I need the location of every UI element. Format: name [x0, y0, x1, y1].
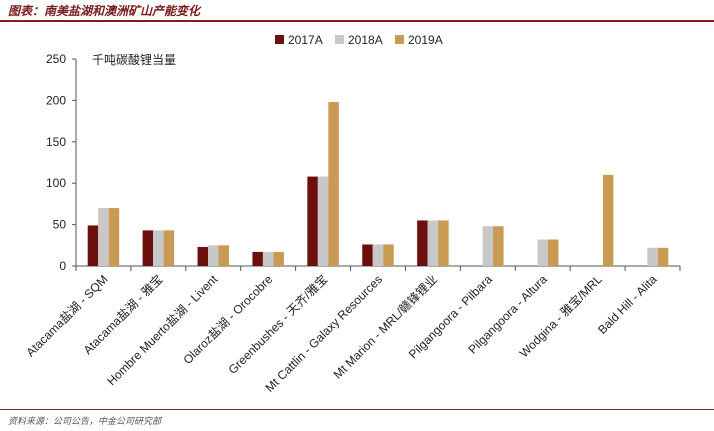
y-tick-label: 0: [59, 259, 66, 273]
y-tick-label: 100: [46, 176, 66, 190]
bar-2018A-4: [317, 176, 329, 266]
x-tick-label: Mt Cattlin - Galaxy Resources: [263, 272, 386, 395]
y-tick-label: 200: [46, 93, 66, 107]
x-tick-label: Greenbushes - 天齐/雅宝: [225, 272, 330, 377]
legend-label-2017A: 2017A: [288, 33, 323, 47]
x-tick-label: Bald Hill - Alita: [595, 272, 660, 337]
legend-label-2019A: 2019A: [408, 33, 443, 47]
bar-2019A-0: [108, 208, 120, 266]
bar-2017A-4: [307, 176, 318, 266]
bar-2019A-2: [218, 245, 230, 266]
bar-2018A-5: [372, 244, 384, 266]
chart-legend: 2017A 2018A 2019A: [275, 33, 443, 47]
y-axis-label: 千吨碳酸锂当量: [92, 52, 176, 67]
y-tick-label: 150: [46, 135, 66, 149]
bar-2018A-3: [262, 251, 274, 266]
bar-2018A-7: [482, 226, 494, 266]
bar-2018A-6: [427, 220, 439, 266]
bar-2019A-6: [438, 220, 449, 266]
bar-2017A-5: [362, 244, 373, 266]
chart-axes: 0 50 100 150 200 250: [46, 52, 681, 273]
bar-2019A-1: [163, 230, 175, 266]
bar-2018A-2: [208, 245, 219, 266]
bar-2017A-0: [87, 225, 99, 266]
y-tick-label: 250: [46, 52, 66, 66]
bar-2019A-9: [602, 174, 614, 266]
bar-2019A-3: [273, 251, 284, 266]
bar-2018A-0: [98, 208, 109, 266]
bar-2018A-10: [647, 247, 658, 266]
bar-2019A-5: [383, 244, 394, 266]
figure-title: 图表：南美盐湖和澳洲矿山产能变化: [8, 4, 201, 18]
legend-swatch-2017A: [275, 35, 284, 44]
y-tick-label: 50: [53, 218, 67, 232]
chart-bars: [87, 102, 669, 266]
source-note: 资料来源：公司公告，中金公司研究部: [8, 417, 162, 427]
bar-2019A-10: [657, 247, 669, 266]
bar-2018A-8: [537, 239, 548, 266]
bar-2019A-8: [547, 239, 559, 266]
legend-label-2018A: 2018A: [348, 33, 383, 47]
bar-2017A-2: [197, 246, 209, 266]
legend-swatch-2019A: [395, 35, 404, 44]
bar-2017A-3: [252, 251, 263, 266]
x-tick-label: Mt Marion - MRL/赣锋锂业: [330, 272, 440, 382]
bar-2017A-6: [417, 220, 428, 266]
bottom-rule: [0, 409, 714, 410]
legend-swatch-2018A: [335, 35, 344, 44]
bar-2017A-1: [142, 230, 154, 266]
x-tick-label: Hombre Muerto盐湖 - Livent: [104, 271, 221, 388]
top-rule: [0, 20, 714, 22]
bar-2018A-1: [153, 230, 164, 266]
bar-2019A-4: [328, 102, 339, 266]
bar-2019A-7: [493, 226, 504, 266]
x-tick-label: Olaroz盐湖 - Orocobre: [180, 271, 276, 367]
